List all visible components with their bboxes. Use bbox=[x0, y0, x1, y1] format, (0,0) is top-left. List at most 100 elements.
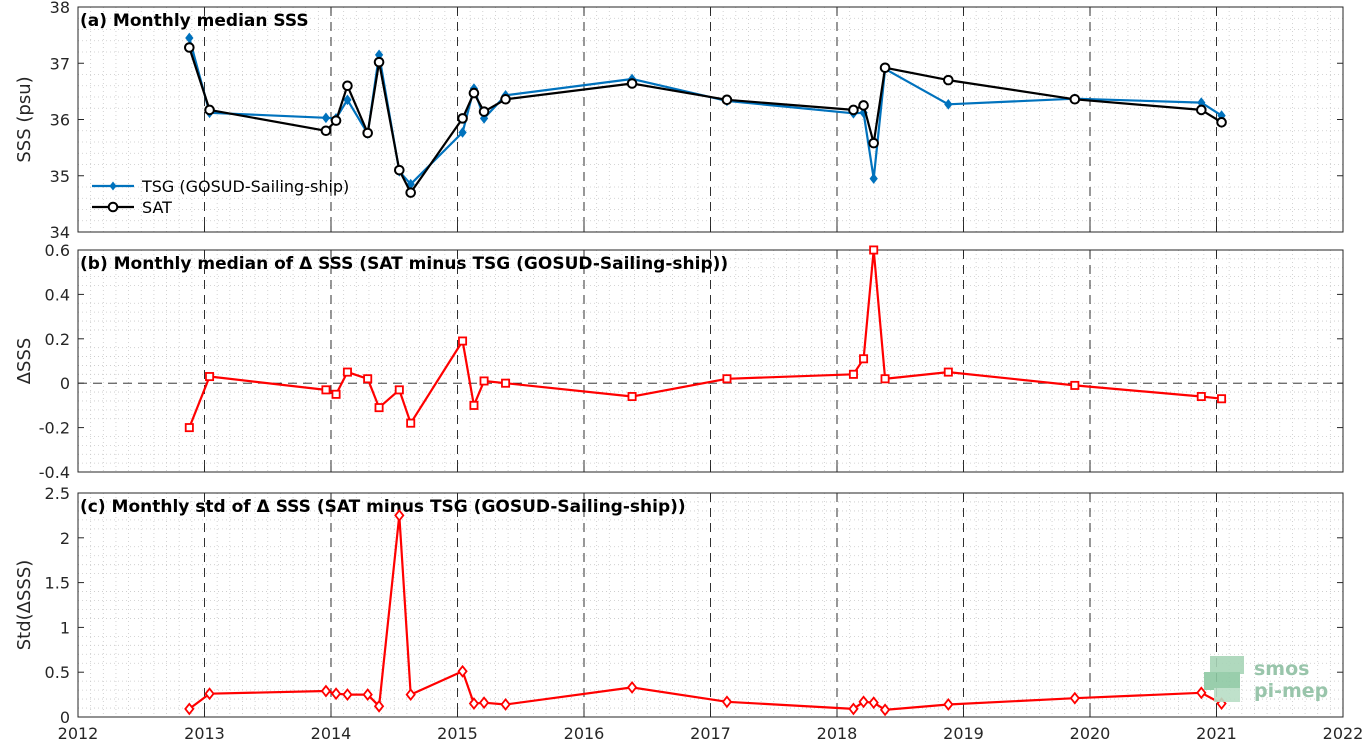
data-point bbox=[1070, 380, 1080, 390]
y-tick-label: 37 bbox=[50, 54, 70, 73]
data-point bbox=[944, 98, 953, 110]
panel-1: 34 35 36 37 38 SSS (psu) (a) Monthly median SS… bbox=[14, 0, 1344, 242]
x-tick-label: 2022 bbox=[1323, 724, 1363, 743]
data-point bbox=[343, 94, 352, 106]
logo-block-1 bbox=[1210, 656, 1244, 674]
data-point bbox=[879, 703, 891, 717]
data-point bbox=[330, 687, 342, 701]
data-point bbox=[627, 392, 637, 402]
legend: TSG (GOSUD-Sailing-ship) SAT bbox=[92, 177, 349, 217]
legend-marker bbox=[109, 181, 117, 191]
data-point bbox=[362, 688, 373, 702]
data-point bbox=[394, 385, 404, 395]
data-point bbox=[479, 376, 489, 386]
data-point bbox=[330, 115, 342, 126]
data-point bbox=[374, 403, 384, 413]
legend-label: TSG (GOSUD-Sailing-ship) bbox=[141, 177, 349, 196]
data-point bbox=[500, 93, 511, 105]
data-point bbox=[500, 698, 511, 711]
data-point bbox=[342, 80, 353, 92]
data-point bbox=[204, 687, 215, 701]
logo-block-3 bbox=[1214, 688, 1240, 702]
data-point bbox=[1196, 686, 1207, 700]
data-point bbox=[869, 173, 878, 184]
y-tick-label: 36 bbox=[50, 111, 70, 130]
panel-3: 0 0.5 1 1.5 2 2.5 2012 2013 2014 2015 2016 2017 2018… bbox=[14, 484, 1363, 743]
data-point bbox=[457, 664, 468, 678]
logo-line-2: pi-mep bbox=[1254, 680, 1328, 702]
logo-block-2 bbox=[1204, 672, 1240, 690]
data-point bbox=[469, 400, 479, 410]
data-point bbox=[342, 688, 353, 702]
series-1 bbox=[184, 245, 1227, 433]
data-point bbox=[468, 697, 480, 711]
data-point bbox=[848, 369, 858, 379]
data-point bbox=[458, 127, 467, 138]
data-point bbox=[320, 684, 332, 698]
x-tick-label: 2021 bbox=[1196, 724, 1237, 743]
data-point bbox=[943, 74, 954, 86]
legend-label: SAT bbox=[142, 198, 172, 217]
data-point bbox=[858, 100, 869, 111]
data-point bbox=[342, 367, 352, 377]
y-tick-label: 0 bbox=[60, 708, 70, 727]
x-tick-label: 2015 bbox=[437, 724, 478, 743]
data-point bbox=[405, 187, 416, 198]
y-tick-label: 2.5 bbox=[45, 484, 70, 503]
x-tick-label: 2013 bbox=[184, 724, 225, 743]
y-tick-label: 38 bbox=[50, 0, 70, 17]
panel-2: -0.4 -0.2 0 0.2 0.4 0.6 ΔSSS (b) Monthly median… bbox=[14, 241, 1344, 482]
data-point bbox=[204, 104, 215, 116]
y-tick-label: 0 bbox=[60, 374, 70, 393]
data-point bbox=[320, 125, 332, 137]
data-point bbox=[880, 374, 890, 384]
panel-title: (c) Monthly std of Δ SSS (SAT minus TSG … bbox=[80, 497, 686, 517]
x-tick-label: 2020 bbox=[1070, 724, 1111, 743]
data-point bbox=[1217, 394, 1227, 404]
data-point bbox=[859, 354, 869, 364]
data-point bbox=[457, 113, 468, 124]
data-point bbox=[721, 695, 733, 709]
data-point bbox=[868, 137, 879, 149]
data-point bbox=[858, 695, 869, 709]
y-tick-label: 1.5 bbox=[45, 574, 70, 593]
y-tick-label: -0.2 bbox=[39, 419, 70, 438]
y-tick-label: 35 bbox=[50, 167, 70, 186]
y-tick-label: 0.2 bbox=[45, 330, 70, 349]
data-point bbox=[848, 104, 859, 116]
y-tick-label: 2 bbox=[60, 529, 70, 548]
data-point bbox=[406, 418, 416, 428]
data-point bbox=[943, 698, 954, 711]
x-tick-label: 2012 bbox=[58, 724, 99, 743]
data-point bbox=[394, 164, 405, 176]
chart-panels: 34 35 36 37 38 SSS (psu) (a) Monthly median SS… bbox=[14, 0, 1363, 743]
y-axis-label: SSS (psu) bbox=[14, 76, 35, 162]
data-point bbox=[722, 374, 732, 384]
data-point bbox=[331, 389, 341, 399]
series-2 bbox=[184, 42, 1227, 198]
major-grid bbox=[204, 250, 1217, 472]
data-point bbox=[1196, 392, 1206, 402]
data-point bbox=[868, 696, 879, 710]
data-point bbox=[478, 106, 490, 117]
data-point bbox=[1216, 117, 1227, 128]
x-tick-label: 2018 bbox=[817, 724, 858, 743]
data-point bbox=[1196, 104, 1207, 116]
x-tick-label: 2014 bbox=[311, 724, 352, 743]
y-tick-label: 1 bbox=[60, 618, 70, 637]
legend-marker bbox=[107, 201, 119, 213]
data-point bbox=[321, 385, 331, 395]
data-point bbox=[373, 56, 385, 68]
data-point bbox=[373, 699, 385, 713]
data-point bbox=[1069, 691, 1080, 705]
data-point bbox=[501, 378, 511, 388]
data-point bbox=[626, 680, 638, 694]
data-point bbox=[721, 94, 733, 106]
data-point bbox=[869, 245, 879, 255]
panel-title: (b) Monthly median of Δ SSS (SAT minus T… bbox=[80, 254, 728, 274]
data-point bbox=[468, 87, 480, 99]
x-tick-label: 2019 bbox=[943, 724, 984, 743]
data-point bbox=[458, 336, 468, 346]
data-point bbox=[626, 78, 638, 89]
